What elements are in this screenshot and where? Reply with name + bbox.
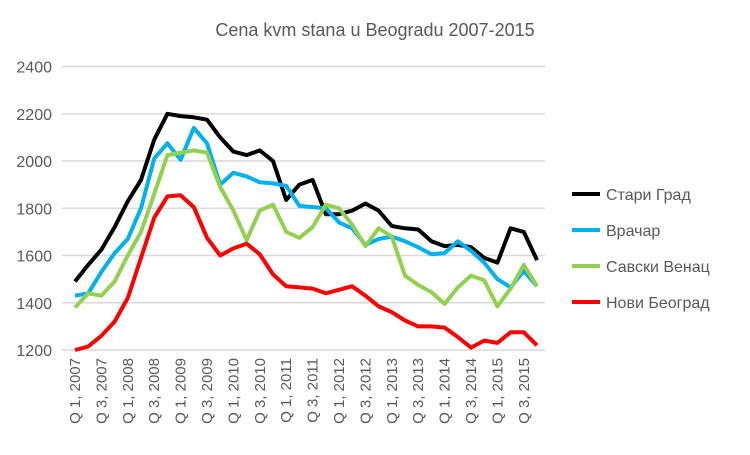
x-tick-label: Q 1, 2009 [173, 358, 190, 424]
x-tick-label: Q 1, 2014 [437, 358, 454, 424]
y-tick-label: 1400 [16, 296, 52, 313]
y-tick-label: 2400 [16, 60, 52, 77]
x-tick-label: Q 3, 2015 [516, 358, 533, 424]
legend-label: Нови Београд [606, 295, 710, 312]
x-tick-label: Q 3, 2013 [410, 358, 427, 424]
x-tick-label: Q 1, 2008 [120, 358, 137, 424]
series-line-1 [74, 125, 539, 298]
y-tick-label: 2000 [16, 154, 52, 171]
y-tick-label: 1800 [16, 201, 52, 218]
x-tick-label: Q 1, 2012 [331, 358, 348, 424]
x-tick-label: Q 1, 2013 [384, 358, 401, 424]
x-tick-label: Q 3, 2008 [146, 358, 163, 424]
x-tick-label: Q 3, 2014 [463, 358, 480, 424]
chart-title: Cena kvm stana u Beogradu 2007-2015 [215, 20, 534, 40]
x-tick-label: Q 1, 2015 [489, 358, 506, 424]
x-tick-label: Q 1, 2011 [278, 358, 295, 423]
x-tick-label: Q 3, 2012 [357, 358, 374, 424]
series-line-2 [73, 148, 539, 309]
y-tick-label: 1600 [16, 249, 52, 266]
legend-label: Стари Град [606, 187, 691, 204]
x-tick-label: Q 1, 2007 [67, 358, 84, 424]
x-tick-label: Q 1, 2010 [225, 358, 242, 424]
x-tick-label: Q 3, 2007 [93, 358, 110, 424]
legend-label: Врачар [606, 223, 660, 240]
y-tick-label: 2200 [16, 107, 52, 124]
y-tick-label: 1200 [16, 343, 52, 360]
x-tick-label: Q 3, 2009 [199, 358, 216, 424]
x-tick-label: Q 3, 2011 [305, 358, 322, 423]
x-tick-label: Q 3, 2010 [252, 358, 269, 424]
series-line-3 [74, 193, 539, 352]
legend-label: Савски Венац [606, 259, 710, 276]
